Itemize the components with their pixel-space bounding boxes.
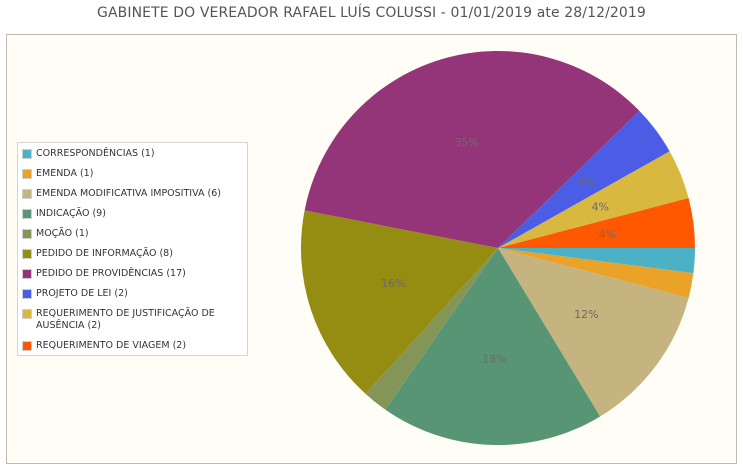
legend-swatch xyxy=(22,341,32,351)
legend-swatch xyxy=(22,189,32,199)
pie-slice[interactable] xyxy=(498,248,689,417)
legend-label: INDICAÇÃO (9) xyxy=(36,208,106,219)
slice-percent-label: 18% xyxy=(482,352,506,365)
pie-slice[interactable] xyxy=(304,51,640,248)
pie-slice[interactable] xyxy=(498,248,695,274)
legend: CORRESPONDÊNCIAS (1) EMENDA (1) EMENDA MOD… xyxy=(17,142,248,356)
legend-item[interactable]: PEDIDO DE INFORMAÇÃO (8) xyxy=(22,248,244,260)
legend-item[interactable]: REQUERIMENTO DE VIAGEM (2) xyxy=(22,340,244,352)
legend-label: MOÇÃO (1) xyxy=(36,228,89,239)
pie-slice[interactable] xyxy=(300,210,498,394)
slice-percent-label: 4% xyxy=(578,176,595,189)
legend-item[interactable]: EMENDA MODIFICATIVA IMPOSITIVA (6) xyxy=(22,188,244,200)
pie-slice[interactable] xyxy=(498,151,689,248)
slice-percent-label: 4% xyxy=(599,228,616,241)
legend-swatch xyxy=(22,229,32,239)
slice-percent-label: 4% xyxy=(592,201,609,214)
legend-swatch xyxy=(22,149,32,159)
legend-item[interactable]: PROJETO DE LEI (2) xyxy=(22,288,244,300)
legend-label: PROJETO DE LEI (2) xyxy=(36,288,128,299)
legend-item[interactable]: CORRESPONDÊNCIAS (1) xyxy=(22,148,244,160)
legend-label: EMENDA (1) xyxy=(36,168,94,179)
legend-swatch xyxy=(22,209,32,219)
pie-slice[interactable] xyxy=(385,248,601,445)
legend-item[interactable]: MOÇÃO (1) xyxy=(22,228,244,240)
legend-swatch xyxy=(22,269,32,279)
legend-label: CORRESPONDÊNCIAS (1) xyxy=(36,148,155,159)
pie-slice[interactable] xyxy=(498,110,670,248)
legend-label: EMENDA MODIFICATIVA IMPOSITIVA (6) xyxy=(36,188,221,199)
chart-title: GABINETE DO VEREADOR RAFAEL LUÍS COLUSSI… xyxy=(97,5,646,21)
slice-percent-label: 16% xyxy=(381,277,405,290)
legend-label: REQUERIMENTO DE VIAGEM (2) xyxy=(36,340,187,351)
legend-item[interactable]: EMENDA (1) xyxy=(22,168,244,180)
legend-item[interactable]: PEDIDO DE PROVIDÊNCIAS (17) xyxy=(22,268,244,280)
legend-label: REQUERIMENTO DE JUSTIFICAÇÃO DE AUSÊNCIA… xyxy=(36,308,215,331)
legend-swatch xyxy=(22,169,32,179)
legend-label: PEDIDO DE INFORMAÇÃO (8) xyxy=(36,248,173,259)
slice-percent-label: 12% xyxy=(574,308,598,321)
pie-slice[interactable] xyxy=(498,198,696,248)
legend-item[interactable]: INDICAÇÃO (9) xyxy=(22,208,244,220)
legend-swatch xyxy=(22,249,32,259)
legend-swatch xyxy=(22,289,32,299)
slice-percent-label: 35% xyxy=(454,136,478,149)
legend-label: PEDIDO DE PROVIDÊNCIAS (17) xyxy=(36,268,186,279)
pie-slice[interactable] xyxy=(365,248,498,410)
legend-item[interactable]: REQUERIMENTO DE JUSTIFICAÇÃO DE AUSÊNCIA… xyxy=(22,308,244,332)
pie-slice[interactable] xyxy=(498,248,694,298)
legend-swatch xyxy=(22,309,32,319)
